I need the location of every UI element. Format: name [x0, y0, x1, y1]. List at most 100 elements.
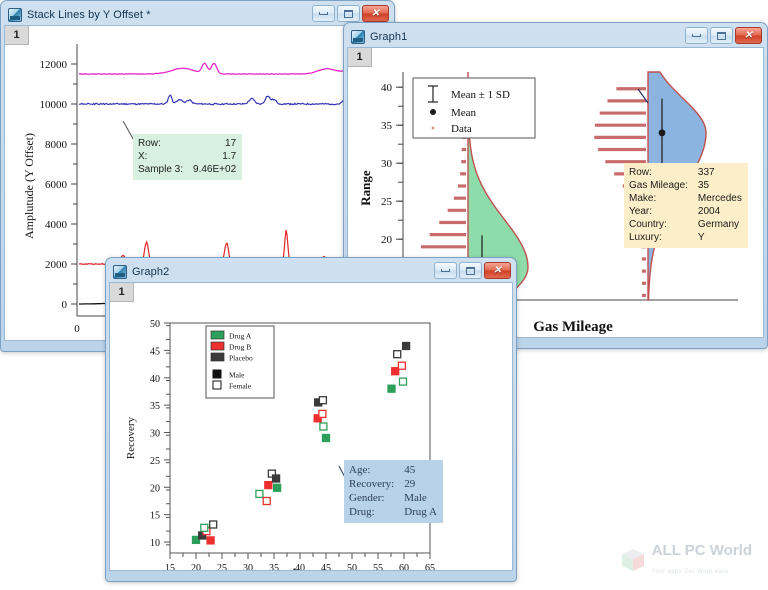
- y-tick-label: 45: [150, 346, 160, 357]
- close-button[interactable]: ✕: [484, 262, 511, 279]
- point-icon: [431, 126, 435, 130]
- y-tick-label: 10000: [40, 99, 68, 111]
- window-title-graph1: Graph1: [370, 30, 408, 43]
- y-axis-label-graph1: Range: [358, 170, 373, 206]
- y-axis-ticks-stack-lines: 0 2000 4000 6000 8000 10000 12000: [40, 59, 77, 311]
- legend-label: Drug A: [229, 332, 252, 341]
- watermark-title: ALL PC World: [651, 542, 752, 559]
- y-tick-label: 12000: [40, 59, 68, 71]
- tooltip-value: 17: [225, 138, 237, 149]
- tooltip-row: Drug: Drug A: [349, 505, 437, 519]
- y-tick-label: 15: [150, 511, 160, 522]
- scatter-point: [387, 384, 396, 393]
- x-tick-label: 60: [399, 563, 409, 571]
- minimize-button[interactable]: [312, 5, 335, 22]
- y-tick-label: 30: [381, 158, 393, 170]
- tooltip-value: 45: [404, 464, 416, 476]
- scatter-point: [398, 377, 408, 386]
- tooltip-row: Country: Germany: [629, 218, 742, 231]
- tooltip-key: Age:: [349, 464, 371, 476]
- tooltip-key: Make:: [629, 193, 657, 204]
- minimize-button[interactable]: [434, 262, 457, 279]
- tooltip-row: Gender: Male: [349, 491, 437, 505]
- scatter-point: [264, 480, 273, 490]
- legend-item-data: Data: [451, 123, 472, 135]
- x-axis-label-graph1: Gas Mileage: [533, 319, 613, 335]
- y-tick-label: 50: [150, 319, 160, 330]
- tooltip-value: 337: [697, 167, 715, 178]
- scatter-point: [401, 341, 411, 351]
- scatter-point: [397, 361, 407, 370]
- watermark-subtitle: Your apps Get Work easy: [651, 569, 729, 575]
- tooltip-row: Luxury: Y: [629, 231, 742, 244]
- x-tick-label: 45: [321, 563, 331, 571]
- tooltip-value: 2004: [697, 206, 721, 217]
- tooltip-value: 35: [697, 180, 710, 191]
- page-tab-stack-lines[interactable]: 1: [5, 26, 29, 45]
- tooltip-key: Luxury:: [629, 232, 662, 243]
- close-button[interactable]: ✕: [362, 5, 389, 22]
- x-tick-label: 15: [165, 563, 175, 571]
- legend-item-mean: Mean: [451, 107, 477, 119]
- dot-icon: [430, 109, 436, 115]
- window-buttons-stack-lines: ✕: [312, 5, 389, 22]
- watermark: ALL PC World Your apps Get Work easy: [620, 542, 752, 578]
- scatter-point: [393, 350, 402, 359]
- tooltip-rows-graph2: Age: 45 Recovery: 29 Gender: Male Drug: Drug A: [349, 463, 437, 519]
- maximize-button[interactable]: [337, 5, 360, 22]
- y-tick-label: 25: [150, 456, 160, 467]
- scatter-point: [267, 469, 277, 478]
- window-buttons-graph1: ✕: [685, 27, 762, 44]
- titlebar-graph1[interactable]: Graph1 ✕: [347, 26, 764, 47]
- x-tick-label: 65: [425, 563, 435, 571]
- tooltip-stack-lines: Row: 17 X: 1.7 Sample 3: 9.46E+02: [133, 134, 243, 180]
- tooltip-key: X:: [138, 151, 148, 162]
- x-axis-ticks-graph2: 15 20 25 30 35 40 45 50 55 60 65: [165, 553, 435, 571]
- tooltip-rows-stack-lines: Row: 17 X: 1.7 Sample 3: 9.46E+02: [138, 137, 236, 176]
- page-tab-graph2[interactable]: 1: [110, 283, 134, 302]
- tooltip-value: 1.7: [222, 151, 237, 162]
- y-tick-label: 20: [381, 234, 393, 246]
- tooltip-value: Drug A: [404, 506, 437, 518]
- tooltip-graph2: Age: 45 Recovery: 29 Gender: Male Drug: Drug A: [344, 460, 443, 523]
- tooltip-value: Y: [697, 232, 705, 243]
- y-tick-label: 4000: [45, 219, 68, 231]
- scatter-point: [206, 536, 215, 545]
- x-axis-label-graph2: Age: [290, 565, 310, 571]
- tooltip-key: Sample 3:: [138, 164, 184, 175]
- minimize-button[interactable]: [685, 27, 708, 44]
- tooltip-row: Year: 2004: [629, 205, 742, 218]
- maximize-button[interactable]: [459, 262, 482, 279]
- tooltip-row: Recovery: 29: [349, 477, 437, 491]
- scatter-point: [271, 474, 281, 483]
- tooltip-key: Year:: [629, 206, 652, 217]
- titlebar-graph2[interactable]: Graph2 ✕: [109, 261, 513, 282]
- y-tick-label: 20: [150, 483, 160, 494]
- page-tab-graph1[interactable]: 1: [348, 48, 372, 67]
- tooltip-value: Male: [404, 492, 427, 504]
- tooltip-key: Country:: [629, 219, 667, 230]
- scatter-point: [191, 535, 201, 545]
- x-tick-label: 25: [217, 563, 227, 571]
- tooltip-row: Make: Mercedes: [629, 192, 742, 205]
- y-tick-label: 30: [150, 429, 160, 440]
- legend-swatch: [210, 352, 225, 362]
- titlebar-stack-lines[interactable]: Stack Lines by Y Offset * ✕: [4, 4, 391, 25]
- scatter-point: [209, 520, 218, 529]
- legend-item-mean-sd: Mean ± 1 SD: [451, 89, 510, 101]
- tooltip-key: Row:: [138, 138, 161, 149]
- scatter-point: [262, 496, 271, 506]
- legend-label: Drug B: [229, 343, 251, 352]
- y-tick-label: 40: [150, 374, 160, 385]
- legend-label: Female: [229, 382, 252, 391]
- window-graph2[interactable]: Graph2 ✕ 1 10 15 20 25 30 35 40 45 50 15 20 25 30 35…: [105, 257, 517, 582]
- scatter-point: [319, 422, 328, 431]
- maximize-button[interactable]: [710, 27, 733, 44]
- graph2-svg: 10 15 20 25 30 35 40 45 50 15 20 25 30 35 40 45 50 55 60 6…: [125, 319, 435, 571]
- legend-swatch: [212, 380, 222, 390]
- close-button[interactable]: ✕: [735, 27, 762, 44]
- tooltip-leader-line: [637, 88, 649, 104]
- tooltip-value: Germany: [697, 219, 740, 230]
- window-buttons-graph2: ✕: [434, 262, 511, 279]
